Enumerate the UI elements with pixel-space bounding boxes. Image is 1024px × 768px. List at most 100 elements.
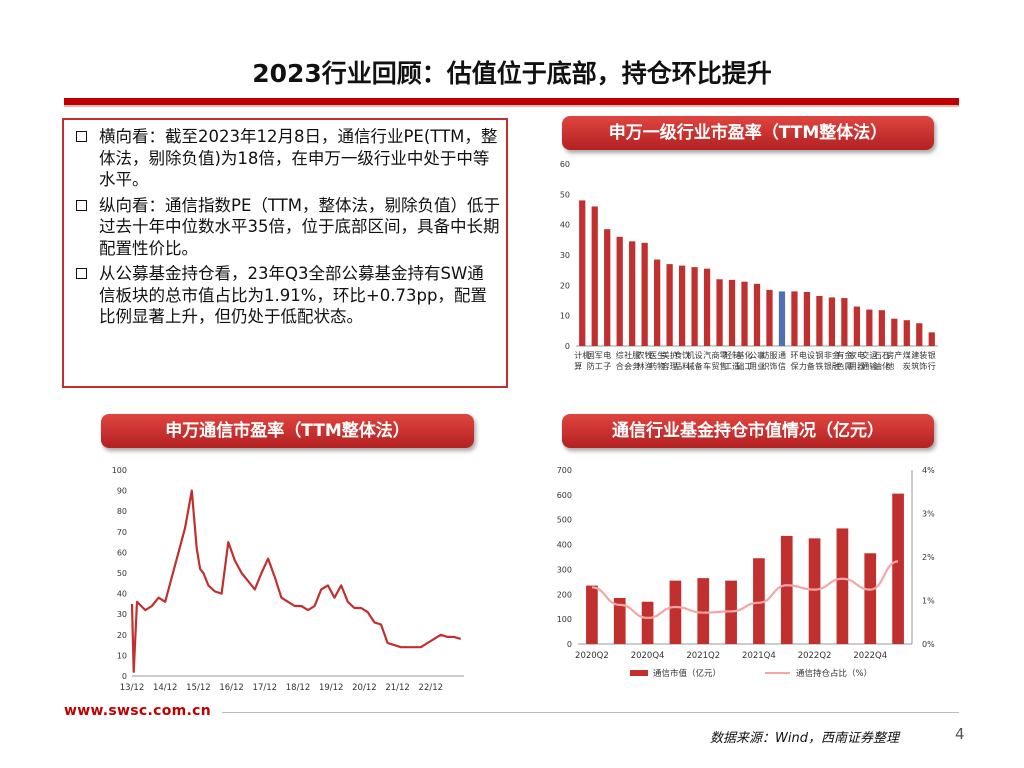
- svg-text:筑: 筑: [911, 361, 919, 371]
- svg-text:公: 公: [749, 351, 757, 360]
- svg-text:机: 机: [582, 350, 590, 360]
- data-source: 数据来源：Wind，西南证券整理: [710, 731, 899, 746]
- y2-tick-label: 1%: [922, 597, 935, 606]
- y-tick-label: 0: [567, 640, 572, 649]
- bar: [691, 267, 698, 346]
- svg-text:算: 算: [574, 361, 582, 371]
- svg-text:建: 建: [911, 350, 919, 360]
- bar: [780, 535, 793, 644]
- x-tick-label: 2022Q2: [798, 651, 832, 661]
- bar: [853, 306, 860, 346]
- bullet-text: 从公募基金持仓看，23年Q3全部公募基金持有SW通信板块的总市值占比为1.91%…: [99, 264, 487, 326]
- summary-box: 横向看：截至2023年12月8日，通信行业PE(TTM，整体法，剔除负值)为18…: [62, 118, 508, 388]
- bar: [591, 206, 598, 346]
- svg-text:炭: 炭: [903, 362, 911, 371]
- y2-tick-label: 0%: [922, 640, 935, 649]
- x-tick-label: 2020Q4: [631, 651, 665, 661]
- svg-text:行: 行: [928, 361, 936, 371]
- svg-text:容: 容: [662, 361, 670, 371]
- svg-text:非: 非: [824, 350, 832, 360]
- svg-text:业: 业: [757, 361, 765, 371]
- svg-text:服: 服: [769, 351, 777, 360]
- y-tick-label: 500: [557, 516, 572, 525]
- checkbox-bullet-icon: [76, 268, 87, 279]
- y-tick-label: 20: [560, 281, 570, 290]
- svg-text:农: 农: [637, 350, 645, 360]
- svg-text:融: 融: [832, 361, 840, 371]
- svg-text:机: 机: [687, 350, 695, 360]
- bar: [841, 298, 848, 346]
- svg-text:电: 电: [799, 350, 807, 360]
- y-tick-label: 80: [117, 507, 127, 516]
- svg-text:保: 保: [790, 361, 798, 371]
- svg-text:设: 设: [695, 350, 703, 360]
- bullet-item: 纵向看：通信指数PE（TTM，整体法，剔除负值）低于过去十年中位数水平35倍，位…: [76, 195, 500, 260]
- bar: [697, 578, 710, 644]
- svg-text:银: 银: [824, 361, 832, 371]
- x-tick-label: 房地产: [886, 350, 902, 371]
- y-tick-label: 400: [557, 541, 572, 550]
- page-number: 4: [955, 725, 965, 743]
- y-tick-label: 70: [117, 528, 127, 537]
- svg-text:用: 用: [749, 362, 757, 371]
- svg-text:通: 通: [778, 350, 786, 360]
- bar: [666, 264, 673, 346]
- y-tick-label: 10: [560, 312, 570, 321]
- y-tick-label: 200: [557, 590, 572, 599]
- svg-text:电: 电: [857, 350, 865, 360]
- svg-text:环: 环: [790, 351, 798, 360]
- x-tick-label: 17/12: [253, 683, 277, 693]
- svg-text:生: 生: [657, 350, 665, 360]
- svg-text:力: 力: [799, 361, 807, 371]
- bar: [866, 309, 873, 346]
- bar: [613, 598, 626, 644]
- svg-text:金: 金: [844, 350, 852, 360]
- svg-text:基: 基: [737, 350, 745, 360]
- svg-text:石: 石: [874, 351, 882, 360]
- panel-header-fund-holding: 通信行业基金持仓市值情况（亿元）: [562, 414, 934, 448]
- bar: [741, 281, 748, 346]
- svg-text:输: 输: [869, 361, 877, 371]
- svg-text:事: 事: [757, 350, 765, 360]
- legend-swatch-bar: [630, 670, 648, 676]
- svg-text:造: 造: [732, 361, 740, 371]
- footer-url[interactable]: www.swsc.com.cn: [64, 703, 212, 719]
- x-tick-label: 14/12: [153, 683, 178, 693]
- y-tick-label: 700: [557, 466, 572, 475]
- svg-text:品: 品: [674, 362, 682, 371]
- bar: [766, 289, 773, 346]
- legend-label: 通信持仓占比（%）: [796, 668, 872, 679]
- svg-text:零: 零: [720, 351, 728, 360]
- svg-text:食: 食: [674, 350, 682, 360]
- x-tick-label: 2022Q4: [853, 651, 887, 661]
- svg-text:汽: 汽: [703, 350, 711, 360]
- svg-text:物: 物: [657, 361, 665, 371]
- bullet-item: 横向看：截至2023年12月8日，通信行业PE(TTM，整体法，剔除负值)为18…: [76, 126, 500, 191]
- x-tick-label: 22/12: [419, 683, 444, 693]
- bullet-text: 纵向看：通信指数PE（TTM，整体法，剔除负值）低于过去十年中位数水平35倍，位…: [99, 195, 500, 258]
- y-tick-label: 0: [122, 672, 127, 681]
- bar: [728, 279, 736, 346]
- x-tick-label: 通信: [778, 350, 786, 371]
- series-line: [130, 489, 462, 673]
- svg-text:交: 交: [861, 350, 869, 360]
- svg-text:设: 设: [807, 350, 815, 360]
- bar: [892, 493, 904, 644]
- svg-text:产: 产: [894, 350, 902, 360]
- bar: [641, 601, 654, 644]
- y-tick-label: 0: [565, 342, 570, 351]
- svg-text:理: 理: [670, 362, 678, 371]
- bar: [836, 528, 849, 644]
- bar: [816, 295, 823, 346]
- bar: [753, 283, 761, 346]
- svg-text:药: 药: [649, 361, 657, 371]
